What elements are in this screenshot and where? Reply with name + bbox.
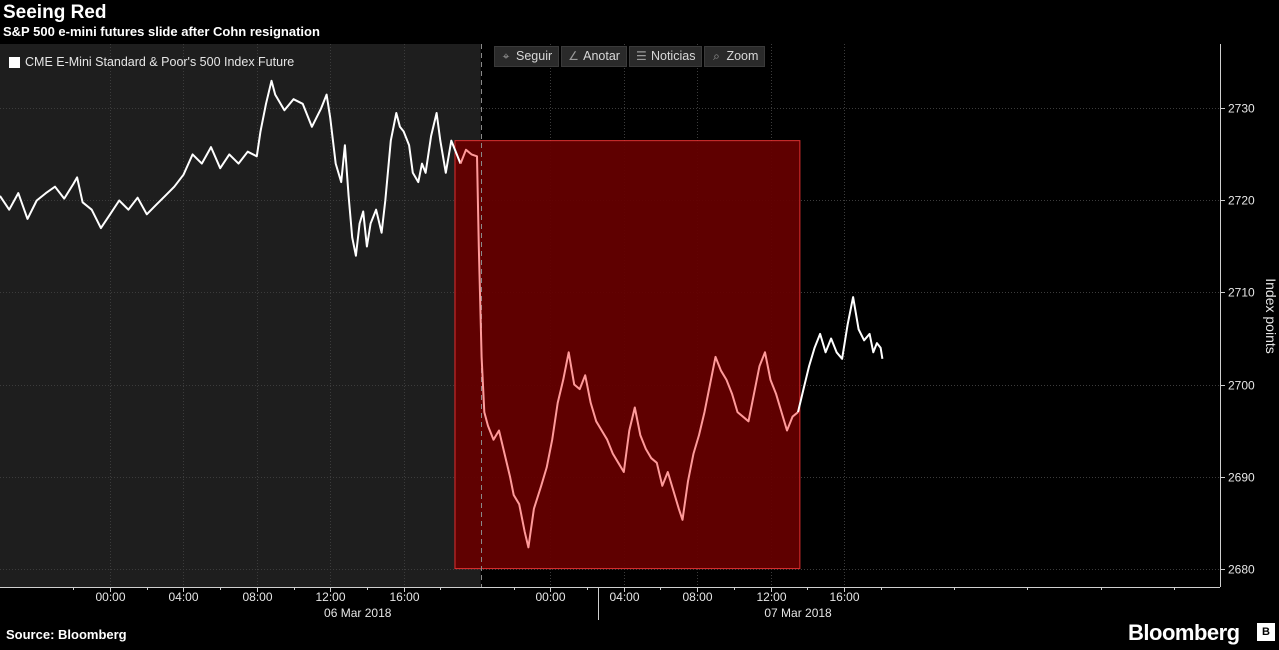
series-line-2 — [797, 296, 884, 413]
y-axis-ticks: 2680 2690 2700 2710 2720 2730 — [1220, 102, 1255, 577]
chart-subtitle: S&P 500 e-mini futures slide after Cohn … — [3, 24, 320, 39]
zoom-button[interactable]: ⌕ Zoom — [704, 46, 766, 67]
date-label: 06 Mar 2018 — [324, 606, 392, 620]
x-tick-label: 00:00 — [535, 590, 565, 604]
bloomberg-icon: B — [1257, 623, 1275, 641]
y-tick-label: 2700 — [1228, 379, 1255, 393]
chart-title: Seeing Red — [3, 2, 107, 23]
magnifier-icon: ⌕ — [713, 49, 720, 63]
x-tick-label: 08:00 — [682, 590, 712, 604]
list-icon: ☰ — [635, 49, 647, 63]
session-shade — [0, 44, 481, 587]
pencil-icon: ∠ — [568, 49, 579, 63]
date-label: 07 Mar 2018 — [764, 606, 832, 620]
x-tick-label: 04:00 — [609, 590, 639, 604]
annotate-button[interactable]: ∠ Anotar — [561, 46, 627, 67]
y-tick-label: 2680 — [1228, 563, 1255, 577]
x-axis-ticks: 00:00 04:00 08:00 12:00 16:00 00:00 04:00 08:00… — [73, 587, 1175, 620]
follow-label: Seguir — [516, 49, 553, 63]
x-tick-label: 00:00 — [95, 590, 125, 604]
series-line-1 — [459, 148, 799, 549]
legend-label: CME E-Mini Standard & Poor's 500 Index F… — [25, 55, 295, 69]
series-lines — [0, 79, 884, 549]
legend-swatch — [9, 56, 20, 68]
x-tick-label: 08:00 — [242, 590, 272, 604]
y-tick-label: 2730 — [1228, 102, 1255, 116]
x-tick-label: 16:00 — [389, 590, 419, 604]
chart-toolbar: ⌖ Seguir ∠ Anotar ☰ Noticias ⌕ Zoom — [494, 46, 766, 67]
highlight-region — [454, 140, 801, 570]
x-tick-label: 16:00 — [829, 590, 859, 604]
news-label: Noticias — [650, 49, 696, 63]
follow-button[interactable]: ⌖ Seguir — [494, 46, 560, 67]
x-tick-label: 12:00 — [756, 590, 786, 604]
series-line-0 — [0, 79, 462, 257]
y-tick-label: 2720 — [1228, 194, 1255, 208]
source-note: Source: Bloomberg — [6, 627, 127, 642]
zoom-label: Zoom — [726, 49, 759, 63]
y-tick-label: 2710 — [1228, 286, 1255, 300]
y-tick-label: 2690 — [1228, 471, 1255, 485]
y-axis-label: Index points — [1263, 278, 1279, 354]
x-tick-label: 12:00 — [315, 590, 345, 604]
crosshair-icon: ⌖ — [502, 49, 510, 63]
annotate-label: Anotar — [583, 49, 620, 63]
brand-logo: Bloomberg — [1128, 620, 1240, 645]
legend: CME E-Mini Standard & Poor's 500 Index F… — [9, 55, 294, 69]
x-tick-label: 04:00 — [168, 590, 198, 604]
news-button[interactable]: ☰ Noticias — [628, 46, 703, 67]
